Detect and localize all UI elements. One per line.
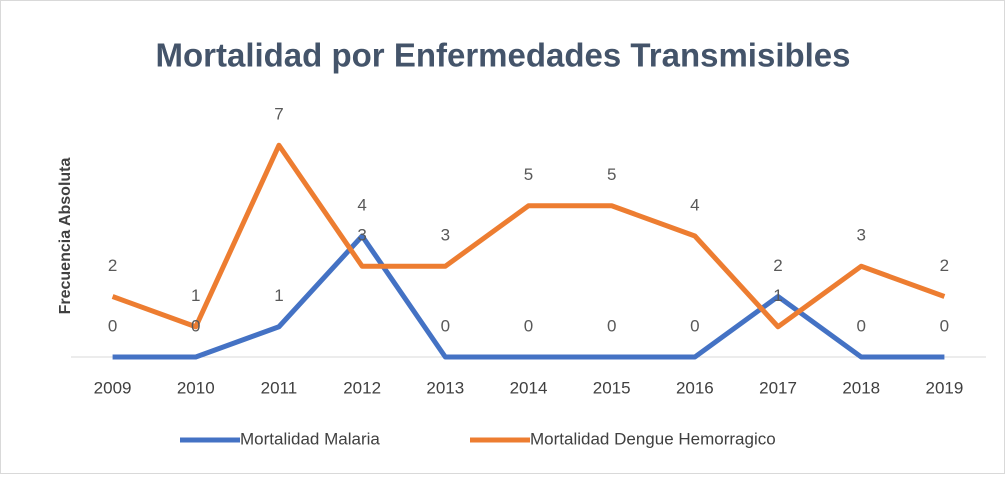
data-label: 4 [357,195,366,214]
x-tick-label: 2014 [510,378,548,397]
data-label: 7 [274,105,283,124]
x-tick-label: 2010 [177,378,215,397]
series-line [112,233,945,360]
x-tick-label: 2009 [94,378,132,397]
data-label: 5 [607,165,616,184]
data-label: 1 [773,286,782,305]
data-label: 0 [191,316,200,335]
x-tick-label: 2017 [759,378,797,397]
legend-label: Mortalidad Dengue Hemorragico [530,429,776,448]
data-label: 0 [524,316,533,335]
data-label: 2 [108,256,117,275]
x-tick-label: 2016 [676,378,714,397]
series-line [111,142,946,330]
data-label: 3 [856,226,865,245]
data-label: 2 [940,256,949,275]
data-label: 0 [940,316,949,335]
data-label: 0 [690,316,699,335]
y-axis-label: Frecuencia Absoluta [57,158,74,315]
data-label: 3 [441,226,450,245]
data-label: 5 [524,165,533,184]
x-tick-label: 2012 [343,378,381,397]
data-label: 1 [191,286,200,305]
x-tick-label: 2018 [842,378,880,397]
data-label: 0 [856,316,865,335]
data-label: 0 [441,316,450,335]
x-tick-label: 2011 [261,378,298,397]
chart-title: Mortalidad por Enfermedades Transmisible… [155,37,850,74]
x-tick-label: 2015 [593,378,631,397]
data-label: 0 [607,316,616,335]
data-label: 2 [773,256,782,275]
x-tick-label: 2013 [426,378,464,397]
data-label: 3 [357,226,366,245]
legend-label: Mortalidad Malaria [240,429,380,448]
data-label: 0 [108,316,117,335]
x-tick-label: 2019 [925,378,963,397]
data-label: 1 [274,286,283,305]
data-label: 4 [690,195,699,214]
